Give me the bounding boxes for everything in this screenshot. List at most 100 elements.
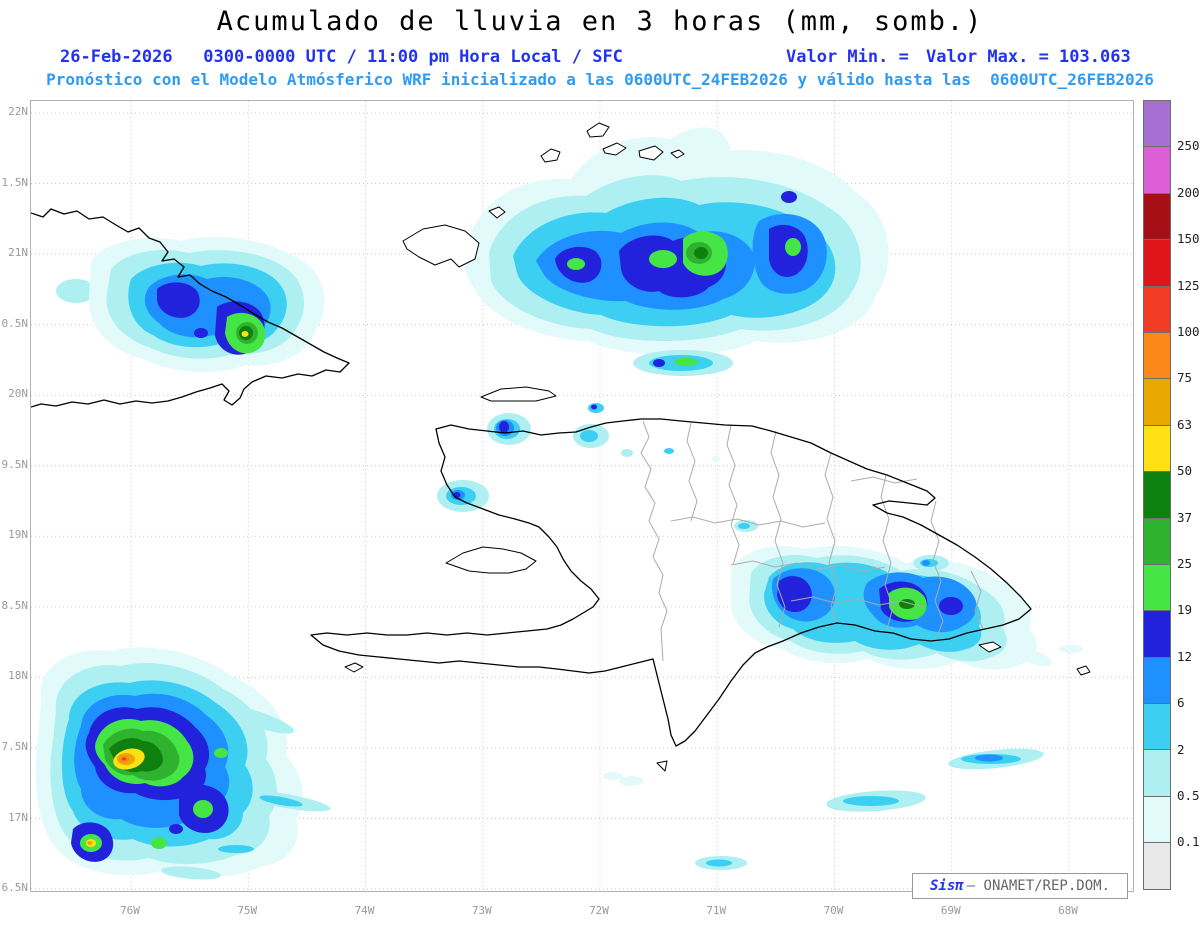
map-shape <box>619 776 643 786</box>
map-shape <box>151 837 167 849</box>
legend-tick-label: 0.5 <box>1177 788 1200 803</box>
coastline-hispaniola <box>310 418 1032 747</box>
legend-cell <box>1144 240 1170 287</box>
map-shape <box>194 328 208 338</box>
map-shape <box>781 191 797 203</box>
coastline-cuba <box>31 208 350 408</box>
legend-tick-label: 100 <box>1177 324 1200 339</box>
map-plot-area <box>30 100 1134 892</box>
island-tortuga <box>480 386 557 402</box>
map-shape <box>824 452 838 626</box>
legend-cell <box>1144 101 1170 148</box>
valor-max-label: Valor Max. = 103.063 <box>926 47 1131 67</box>
watermark-org: – ONAMET/REP.DOM. <box>966 878 1110 894</box>
lat-tick-label: 8.5N <box>1 598 29 612</box>
lat-tick-label: 7.5N <box>1 739 29 753</box>
map-shape <box>259 795 303 807</box>
map-shape <box>218 845 254 853</box>
map-shape <box>843 796 899 806</box>
map-shape <box>653 359 665 367</box>
map-shape <box>706 859 732 867</box>
lat-tick-label: 18N <box>8 669 28 683</box>
island-little-inagua <box>488 206 506 219</box>
island-mona <box>1076 665 1091 676</box>
province-borders-layer <box>640 420 984 662</box>
map-shape <box>970 570 984 630</box>
rain-cluster-cuba-east <box>56 237 325 373</box>
lat-tick-label: 19N <box>8 528 28 542</box>
legend-tick-label: 50 <box>1177 463 1193 479</box>
map-shape <box>664 448 674 454</box>
legend-tick-label: 6 <box>1177 695 1185 711</box>
map-shape <box>975 754 1003 762</box>
legend-cell <box>1144 564 1170 612</box>
map-shape <box>1010 646 1052 666</box>
map-shape <box>169 824 183 834</box>
haiti-dr-border <box>640 420 668 662</box>
lat-tick-label: 20N <box>8 387 28 401</box>
legend-tick-label: 150 <box>1177 231 1200 247</box>
legend-cell <box>1144 611 1170 658</box>
legend-tick-label: 250 <box>1177 138 1200 154</box>
map-shape <box>939 597 963 615</box>
map-shape <box>56 279 96 303</box>
legend-tick-label: 25 <box>1177 556 1193 571</box>
map-shape <box>214 748 228 758</box>
rain-cluster-caribbean-southwest <box>35 647 623 880</box>
map-shape <box>580 430 598 442</box>
map-shape <box>161 866 221 880</box>
map-shape <box>87 841 93 845</box>
rain-cluster-dominican-south <box>731 545 1083 670</box>
rain-cluster-atlantic-north <box>464 127 889 376</box>
legend-cell <box>1144 193 1170 241</box>
legend-tick-label: 200 <box>1177 184 1200 200</box>
map-shape <box>157 282 200 318</box>
map-shape <box>674 358 698 366</box>
island-vache <box>344 662 364 673</box>
lon-tick-label: 76W <box>120 904 140 917</box>
map-shape <box>567 258 585 270</box>
valor-min-label: Valor Min. = <box>786 47 909 67</box>
legend-cell <box>1144 332 1170 380</box>
lon-tick-label: 75W <box>237 904 258 917</box>
legend-tick-label: 19 <box>1177 602 1193 618</box>
map-shape <box>241 331 249 337</box>
precipitation-layer <box>35 127 1083 880</box>
legend-cell <box>1144 472 1170 519</box>
map-shape <box>785 238 801 256</box>
map-shape <box>499 421 509 433</box>
legend-cell <box>1144 425 1170 473</box>
legend-color-cells <box>1143 100 1171 890</box>
island-gonave <box>445 546 537 574</box>
legend-tick-label: 2 <box>1177 741 1185 757</box>
island-caicos-4 <box>638 145 664 161</box>
lat-tick-label: 9.5N <box>1 457 29 471</box>
lat-tick-label: 6.5N <box>1 881 29 895</box>
island-saona <box>978 641 1002 653</box>
legend-tick-label: 12 <box>1177 648 1193 664</box>
map-shape <box>603 772 623 780</box>
watermark-box: Sisπ – ONAMET/REP.DOM. <box>912 873 1128 899</box>
lon-tick-label: 72W <box>589 904 609 917</box>
lon-tick-label: 70W <box>823 904 844 917</box>
map-shape <box>922 560 930 566</box>
rain-cluster-streaks-southeast <box>619 748 1044 870</box>
map-shape <box>193 800 213 818</box>
lat-tick-label: 17N <box>8 810 28 824</box>
island-caicos-3 <box>602 142 627 156</box>
lat-tick-label: 0.5N <box>1 316 29 330</box>
legend-cell <box>1144 843 1170 889</box>
map-shape <box>777 576 812 613</box>
lon-tick-label: 68W <box>1058 904 1078 917</box>
legend-cell <box>1144 657 1170 705</box>
island-beata <box>656 760 668 772</box>
legend-cell <box>1144 518 1170 565</box>
legend-cell <box>1144 286 1170 333</box>
lat-tick-label: 21N <box>8 246 28 260</box>
page-title: Acumulado de lluvia en 3 horas (mm, somb… <box>216 6 984 37</box>
map-shape <box>591 404 597 410</box>
map-shape <box>649 250 677 268</box>
map-shape <box>726 424 740 566</box>
legend-tick-label: 37 <box>1177 509 1193 525</box>
